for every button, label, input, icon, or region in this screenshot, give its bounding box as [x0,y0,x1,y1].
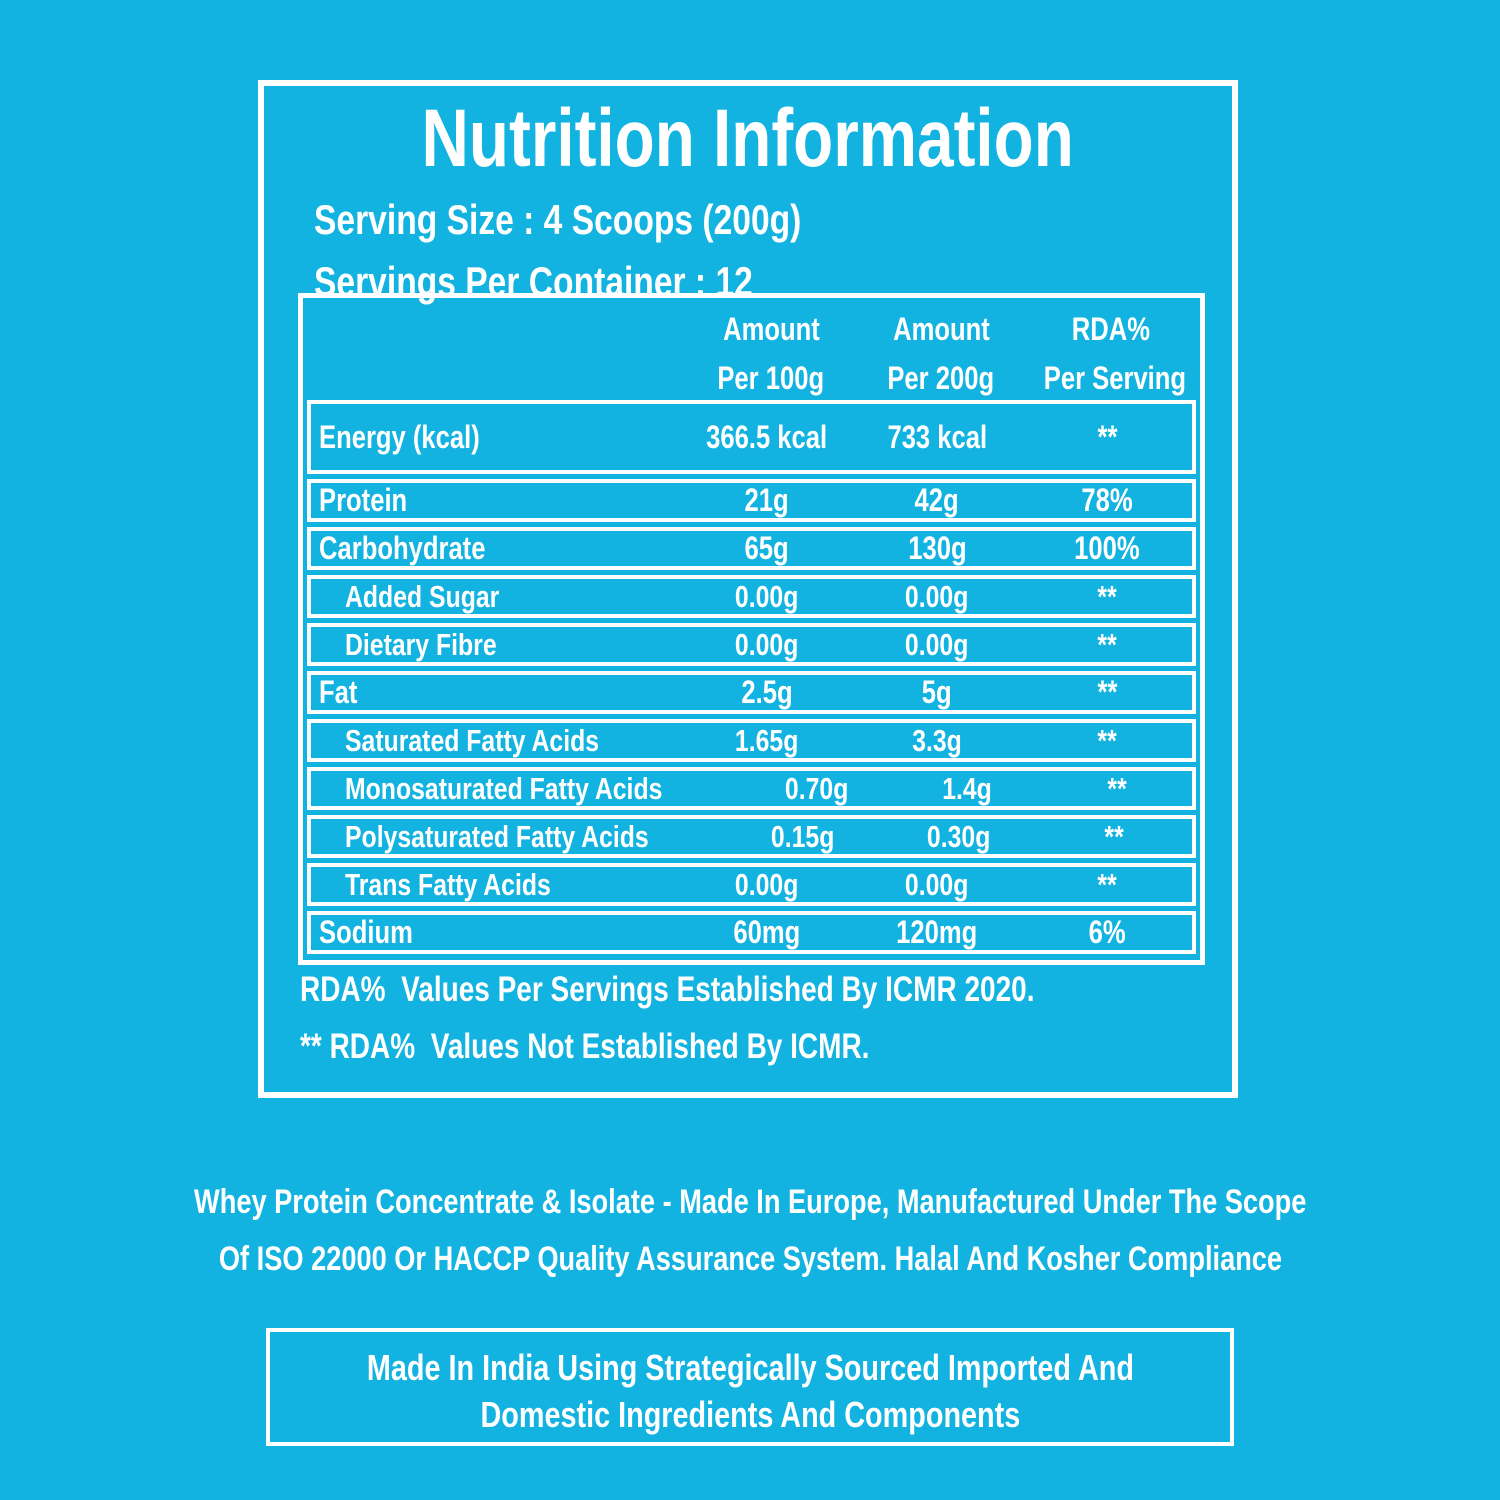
value-rda: ** [1097,866,1117,902]
nutrient-label: Added Sugar [345,578,500,614]
table-row-protein: Protein 21g 42g 78% [307,479,1196,522]
nutrient-label: Protein [319,482,408,518]
made-in-line-2: Domestic Ingredients And Components [480,1394,1020,1435]
table-row-monosaturated-fatty-acids: Monosaturated Fatty Acids 0.70g 1.4g ** [307,767,1196,810]
table-row-sodium: Sodium 60mg 120mg 6% [307,911,1196,954]
nutrient-label: Monosaturated Fatty Acids [345,770,663,806]
value-per-100g: 0.15g [770,818,835,854]
value-per-200g: 0.30g [926,818,991,854]
table-row-energy: Energy (kcal) 366.5 kcal 733 kcal ** [307,400,1196,474]
value-per-200g: 42g [914,482,960,518]
table-row-polysaturated-fatty-acids: Polysaturated Fatty Acids 0.15g 0.30g ** [307,815,1196,858]
value-per-200g: 3.3g [912,722,962,758]
value-rda: ** [1107,770,1127,806]
value-per-100g: 366.5 kcal [706,418,828,455]
value-per-100g: 0.00g [735,578,799,614]
table-header: Amount Per 100g Amount Per 200g RDA% Per… [307,302,1196,400]
value-rda: 78% [1081,482,1133,518]
value-per-100g: 0.00g [735,626,799,662]
table-row-dietary-fibre: Dietary Fibre 0.00g 0.00g ** [307,623,1196,666]
nutrient-label: Polysaturated Fatty Acids [345,818,649,854]
nutrition-table: Amount Per 100g Amount Per 200g RDA% Per… [298,293,1205,965]
page-title: Nutrition Information [421,93,1075,184]
value-rda: ** [1097,674,1117,710]
value-per-100g: 21g [744,482,790,518]
footnote-rda-not-established: ** RDA% Values Not Established By ICMR. [300,1027,870,1066]
value-per-200g: 0.00g [905,626,969,662]
value-rda: ** [1104,818,1124,854]
column-header-rda-per-serving: RDA% Per Serving [1043,311,1187,396]
value-per-100g: 0.70g [785,770,849,806]
serving-size-line: Serving Size : 4 Scoops (200g) [314,196,802,244]
value-rda: ** [1097,418,1117,455]
value-per-200g: 5g [922,674,952,710]
nutrient-label: Saturated Fatty Acids [345,722,600,758]
value-per-200g: 0.00g [905,866,969,902]
value-rda: ** [1097,578,1117,614]
value-per-100g: 60mg [733,914,801,950]
made-in-india-box: Made In India Using Strategically Source… [266,1328,1234,1446]
nutrient-label: Energy (kcal) [319,418,480,455]
value-rda: 6% [1088,914,1126,950]
value-per-100g: 1.65g [735,722,799,758]
value-per-200g: 130g [907,530,967,566]
value-per-100g: 2.5g [741,674,793,710]
value-per-200g: 733 kcal [887,418,987,455]
value-rda: ** [1097,626,1117,662]
table-row-carbohydrate: Carbohydrate 65g 130g 100% [307,527,1196,570]
table-row-fat: Fat 2.5g 5g ** [307,671,1196,714]
table-row-saturated-fatty-acids: Saturated Fatty Acids 1.65g 3.3g ** [307,719,1196,762]
value-rda: ** [1097,722,1117,758]
value-per-200g: 0.00g [905,578,969,614]
nutrient-label: Carbohydrate [319,530,486,566]
nutrition-panel: Nutrition Information Serving Size : 4 S… [258,80,1238,1098]
column-header-amount-per-200g: Amount Per 200g [887,311,995,396]
table-row-added-sugar: Added Sugar 0.00g 0.00g ** [307,575,1196,618]
nutrient-label: Sodium [319,914,413,950]
value-rda: 100% [1074,530,1140,566]
value-per-200g: 120mg [896,914,978,950]
sourcing-note-line-1: Whey Protein Concentrate & Isolate - Mad… [193,1183,1307,1221]
value-per-100g: 65g [744,530,790,566]
sourcing-note-line-2: Of ISO 22000 Or HACCP Quality Assurance … [218,1240,1282,1278]
table-row-trans-fatty-acids: Trans Fatty Acids 0.00g 0.00g ** [307,863,1196,906]
column-header-amount-per-100g: Amount Per 100g [717,311,825,396]
made-in-line-1: Made In India Using Strategically Source… [366,1347,1134,1388]
sourcing-note: Whey Protein Concentrate & Isolate - Mad… [0,1174,1500,1288]
header-spacer [307,302,686,400]
value-per-100g: 0.00g [735,866,799,902]
nutrient-label: Trans Fatty Acids [345,866,551,902]
value-per-200g: 1.4g [942,770,992,806]
nutrient-label: Dietary Fibre [345,626,497,662]
nutrient-label: Fat [319,674,358,710]
footnote-rda-established: RDA% Values Per Servings Established By … [300,970,1035,1009]
